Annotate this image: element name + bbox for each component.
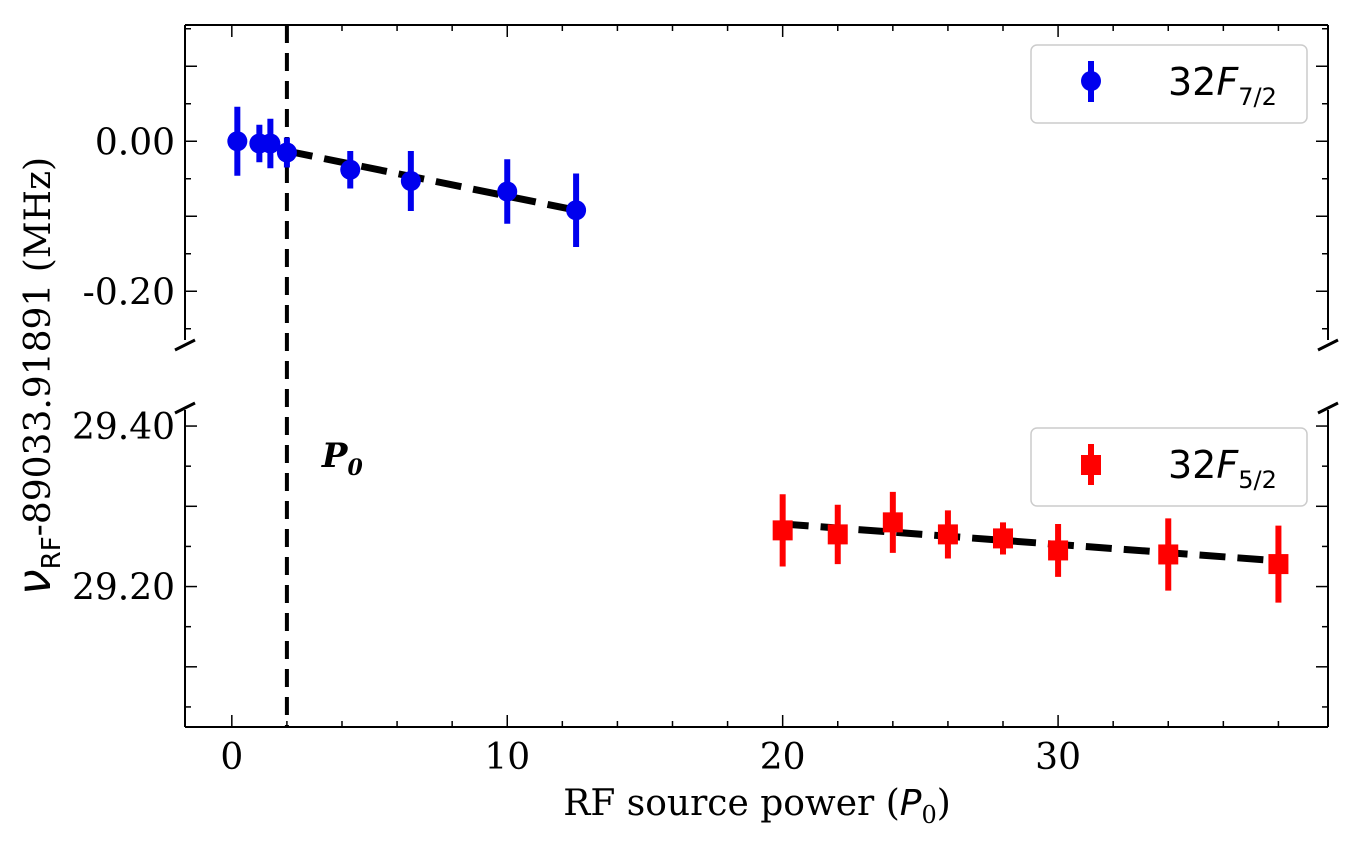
x-tick-label: 30	[1035, 737, 1081, 778]
x-tick-label: 20	[760, 737, 806, 778]
y-axis-title: νRF-89033.91891 (MHz)	[7, 157, 67, 595]
data-point	[993, 528, 1014, 549]
y-tick-label: 0.00	[95, 122, 175, 163]
legend-top: 32F7/2	[1030, 44, 1308, 124]
x-axis-title: RF source power (P0)	[563, 783, 951, 829]
data-point	[340, 159, 361, 180]
fit-lines	[286, 147, 1279, 565]
fit-line	[782, 520, 1279, 565]
x-tick-label: 10	[484, 737, 530, 778]
legend-bottom: 32F5/2	[1030, 427, 1308, 507]
y-tick-label: -0.20	[83, 272, 175, 313]
data-point	[1268, 554, 1289, 575]
p0-annotation: P0	[321, 436, 364, 481]
legend-marker-circle	[1081, 71, 1101, 91]
legend-label-f72: 32F7/2	[1168, 60, 1277, 111]
data-point	[566, 200, 587, 221]
top-panel-frame	[184, 24, 1329, 340]
y-tick-label: 29.20	[72, 568, 175, 609]
y-tick-label: 29.40	[72, 407, 175, 448]
data-point	[400, 171, 421, 191]
bottom-panel-frame	[184, 410, 1329, 728]
legend-marker-square	[1081, 455, 1101, 475]
data-point	[260, 133, 281, 154]
data-point	[827, 524, 848, 545]
data-point	[1158, 544, 1179, 565]
data-points	[227, 106, 1289, 603]
tick-labels: 0 10 20 30 0.00 -0.20 29.40 29.20	[72, 122, 1081, 778]
data-point	[882, 512, 903, 533]
data-point	[772, 520, 793, 541]
data-point	[227, 131, 248, 152]
x-tick-label: 0	[220, 737, 243, 778]
legend-label-f52: 32F5/2	[1168, 443, 1277, 494]
data-point	[276, 142, 297, 163]
data-point	[497, 181, 518, 202]
fit-line	[286, 147, 577, 214]
data-point	[1048, 540, 1069, 561]
axis-ticks	[185, 25, 1328, 727]
axis-break-marks	[174, 338, 1339, 415]
data-point	[937, 524, 958, 545]
